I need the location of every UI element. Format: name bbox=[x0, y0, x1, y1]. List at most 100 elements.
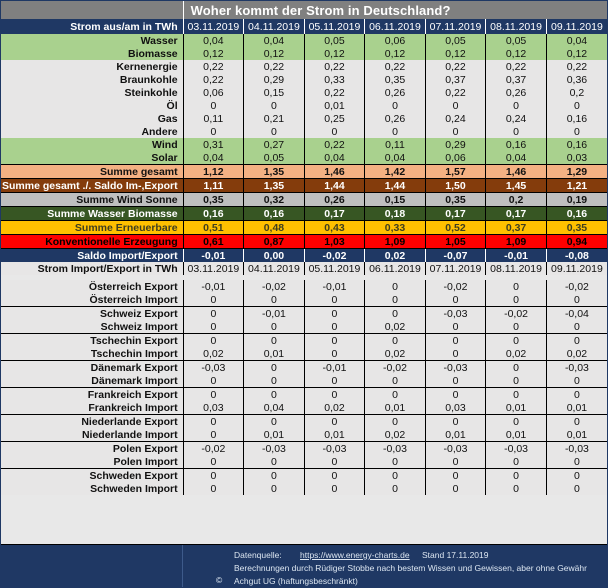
table-row: Andere 0 0 0 0 0 0 0 bbox=[1, 125, 607, 138]
data-cell: 0,02 bbox=[303, 401, 365, 415]
data-cell: 0,01 bbox=[243, 428, 305, 442]
data-cell: 0,22 bbox=[303, 86, 365, 99]
data-cell: 0 bbox=[303, 414, 365, 428]
data-cell: 0 bbox=[424, 468, 486, 482]
table-row: Steinkohle 0,06 0,15 0,22 0,26 0,22 0,26 0,2 bbox=[1, 86, 607, 99]
footer-source-link[interactable]: https://www.energy-charts.de bbox=[300, 550, 410, 560]
data-cell: 1,46 bbox=[303, 164, 365, 179]
data-cell: 0 bbox=[364, 455, 426, 469]
table1-date-header: 08.11.2019 bbox=[485, 19, 547, 34]
data-cell: 0 bbox=[182, 414, 244, 428]
data-cell: 0 bbox=[243, 374, 305, 388]
row-label: Tschechin Export bbox=[1, 333, 184, 347]
table1-header-row: Strom aus/am in TWh 03.11.2019 04.11.2019 0… bbox=[1, 19, 607, 34]
table-row: Summe Erneuerbare 0,51 0,48 0,43 0,33 0,52 0,3… bbox=[1, 220, 607, 235]
data-cell: 0,61 bbox=[182, 234, 244, 249]
table2-date-header: 05.11.2019 bbox=[303, 262, 365, 275]
row-label: Summe gesamt bbox=[1, 164, 184, 179]
data-cell: 0 bbox=[424, 99, 486, 112]
data-cell: 0,24 bbox=[485, 112, 547, 125]
data-cell: 0,01 bbox=[243, 347, 305, 361]
data-cell: -0,02 bbox=[303, 248, 365, 262]
row-label: Polen Import bbox=[1, 455, 184, 469]
table2-corner-label: Strom Import/Export in TWh bbox=[1, 262, 184, 275]
row-label: Frankreich Import bbox=[1, 401, 184, 415]
spacer-row bbox=[1, 275, 607, 280]
energy-table: Woher kommt der Strom in Deutschland? Str… bbox=[1, 1, 607, 495]
data-cell: 0 bbox=[424, 374, 486, 388]
data-cell: -0,03 bbox=[545, 441, 607, 455]
data-cell: 0,37 bbox=[485, 73, 547, 86]
row-label: Schweiz Import bbox=[1, 320, 184, 334]
row-label: Summe gesamt ./. Saldo Im-,Export bbox=[1, 178, 184, 193]
table2-date-header: 06.11.2019 bbox=[364, 262, 426, 275]
data-cell: 0,2 bbox=[545, 86, 607, 99]
data-cell: 0 bbox=[182, 125, 244, 138]
table-row: Schweiz Export 0 -0,01 0 0 -0,03 -0,02 -0,04 bbox=[1, 306, 607, 320]
table-row: Öl 0 0 0,01 0 0 0 0 bbox=[1, 99, 607, 112]
data-cell: 0,37 bbox=[424, 73, 486, 86]
data-cell: 0,12 bbox=[243, 47, 305, 60]
data-cell: 0 bbox=[424, 293, 486, 307]
data-cell: -0,01 bbox=[303, 280, 365, 293]
data-cell: -0,04 bbox=[545, 306, 607, 320]
data-cell: 0,02 bbox=[485, 347, 547, 361]
table1-corner-label: Strom aus/am in TWh bbox=[1, 19, 184, 34]
table-row: Polen Export -0,02 -0,03 -0,03 -0,03 -0,03 -0,… bbox=[1, 441, 607, 455]
data-cell: 0 bbox=[364, 293, 426, 307]
data-cell: 0,15 bbox=[364, 192, 426, 207]
data-cell: 0,26 bbox=[364, 112, 426, 125]
data-cell: 0 bbox=[424, 320, 486, 334]
data-cell: 0,22 bbox=[182, 73, 244, 86]
data-cell: 1,05 bbox=[424, 234, 486, 249]
row-label: Biomasse bbox=[1, 47, 184, 60]
data-cell: 0 bbox=[243, 125, 305, 138]
data-cell: 0 bbox=[364, 333, 426, 347]
data-cell: 0 bbox=[485, 125, 547, 138]
data-cell: 0 bbox=[545, 387, 607, 401]
data-cell: 0 bbox=[303, 468, 365, 482]
data-cell: 0,01 bbox=[485, 428, 547, 442]
data-cell: 0,37 bbox=[485, 220, 547, 235]
data-cell: 0 bbox=[364, 125, 426, 138]
data-cell: 0,02 bbox=[545, 347, 607, 361]
data-cell: 0 bbox=[243, 320, 305, 334]
data-cell: 0,05 bbox=[485, 34, 547, 47]
row-label: Andere bbox=[1, 125, 184, 138]
data-cell: 0,22 bbox=[364, 60, 426, 73]
data-cell: 0 bbox=[303, 387, 365, 401]
table-row: Braunkohle 0,22 0,29 0,33 0,35 0,37 0,37 0,36 bbox=[1, 73, 607, 86]
data-cell: 0 bbox=[485, 468, 547, 482]
data-cell: 0,17 bbox=[424, 206, 486, 221]
data-cell: 0 bbox=[485, 360, 547, 374]
data-cell: 1,11 bbox=[182, 178, 244, 193]
data-cell: 0,02 bbox=[182, 347, 244, 361]
data-cell: 0,06 bbox=[424, 151, 486, 165]
data-cell: 0,31 bbox=[182, 138, 244, 151]
data-cell: 0 bbox=[182, 306, 244, 320]
data-cell: 0,11 bbox=[182, 112, 244, 125]
table1-date-header: 07.11.2019 bbox=[424, 19, 486, 34]
data-cell: 0,29 bbox=[243, 73, 305, 86]
table-row: Frankreich Export 0 0 0 0 0 0 0 bbox=[1, 387, 607, 401]
data-cell: 1,44 bbox=[303, 178, 365, 193]
data-cell: 0,01 bbox=[303, 428, 365, 442]
data-cell: 0 bbox=[243, 482, 305, 495]
data-cell: 0,29 bbox=[424, 138, 486, 151]
data-cell: 0 bbox=[182, 455, 244, 469]
data-cell: 0,06 bbox=[182, 86, 244, 99]
row-label: Schweden Import bbox=[1, 482, 184, 495]
data-cell: -0,02 bbox=[243, 280, 305, 293]
data-cell: 0 bbox=[243, 468, 305, 482]
copyright-icon: © bbox=[216, 575, 223, 585]
table1-date-header: 05.11.2019 bbox=[303, 19, 365, 34]
row-label: Wind bbox=[1, 138, 184, 151]
data-cell: 1,57 bbox=[424, 164, 486, 179]
data-cell: 0 bbox=[424, 125, 486, 138]
data-cell: 0,22 bbox=[182, 60, 244, 73]
data-cell: -0,02 bbox=[424, 280, 486, 293]
data-cell: 0,48 bbox=[243, 220, 305, 235]
data-cell: 1,46 bbox=[485, 164, 547, 179]
data-cell: 0 bbox=[545, 414, 607, 428]
data-cell: 0 bbox=[303, 320, 365, 334]
